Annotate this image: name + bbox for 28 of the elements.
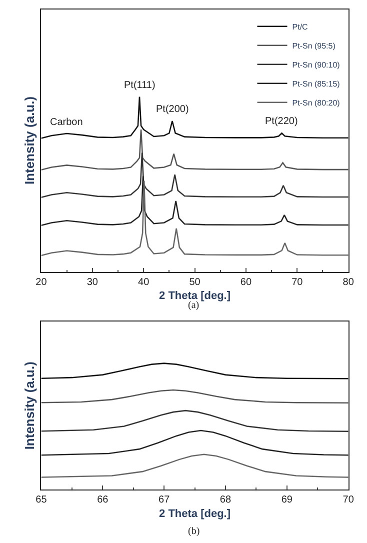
x-tick-label: 50 xyxy=(189,276,201,288)
x-axis-title: 2 Theta [deg.] xyxy=(159,290,231,302)
x-tick-label: 66 xyxy=(97,494,109,506)
x-tick-label: 70 xyxy=(342,494,354,506)
x-tick-label: 40 xyxy=(138,276,150,288)
x-axis-title: 2 Theta [deg.] xyxy=(159,508,231,520)
y-axis-title: Intensity (a.u.) xyxy=(22,96,38,185)
x-tick-label: 68 xyxy=(220,494,232,506)
x-tick-label: 69 xyxy=(281,494,293,506)
x-tick-label: 65 xyxy=(36,494,48,506)
x-tick-label: 20 xyxy=(36,276,48,288)
y-axis-title: Intensity (a.u.) xyxy=(22,362,38,450)
legend-label: Pt-Sn (90:10) xyxy=(292,60,340,70)
legend-label: Pt/C xyxy=(292,22,308,32)
x-tick-label: 70 xyxy=(292,276,304,288)
annotation: Carbon xyxy=(50,117,83,128)
x-tick-label: 67 xyxy=(158,494,170,506)
x-tick-label: 60 xyxy=(240,276,252,288)
annotation: Pt(220) xyxy=(265,116,298,127)
annotation: Pt(200) xyxy=(156,104,189,115)
legend-label: Pt-Sn (95:5) xyxy=(292,41,336,50)
text: (b) xyxy=(188,526,200,537)
legend-label: Pt-Sn (85:15) xyxy=(292,79,340,88)
legend-label: Pt-Sn (80:20) xyxy=(292,98,340,108)
annotation: Pt(111) xyxy=(124,80,156,91)
text: (a) xyxy=(188,300,200,311)
x-tick-label: 80 xyxy=(342,276,354,288)
x-tick-label: 30 xyxy=(86,276,98,288)
